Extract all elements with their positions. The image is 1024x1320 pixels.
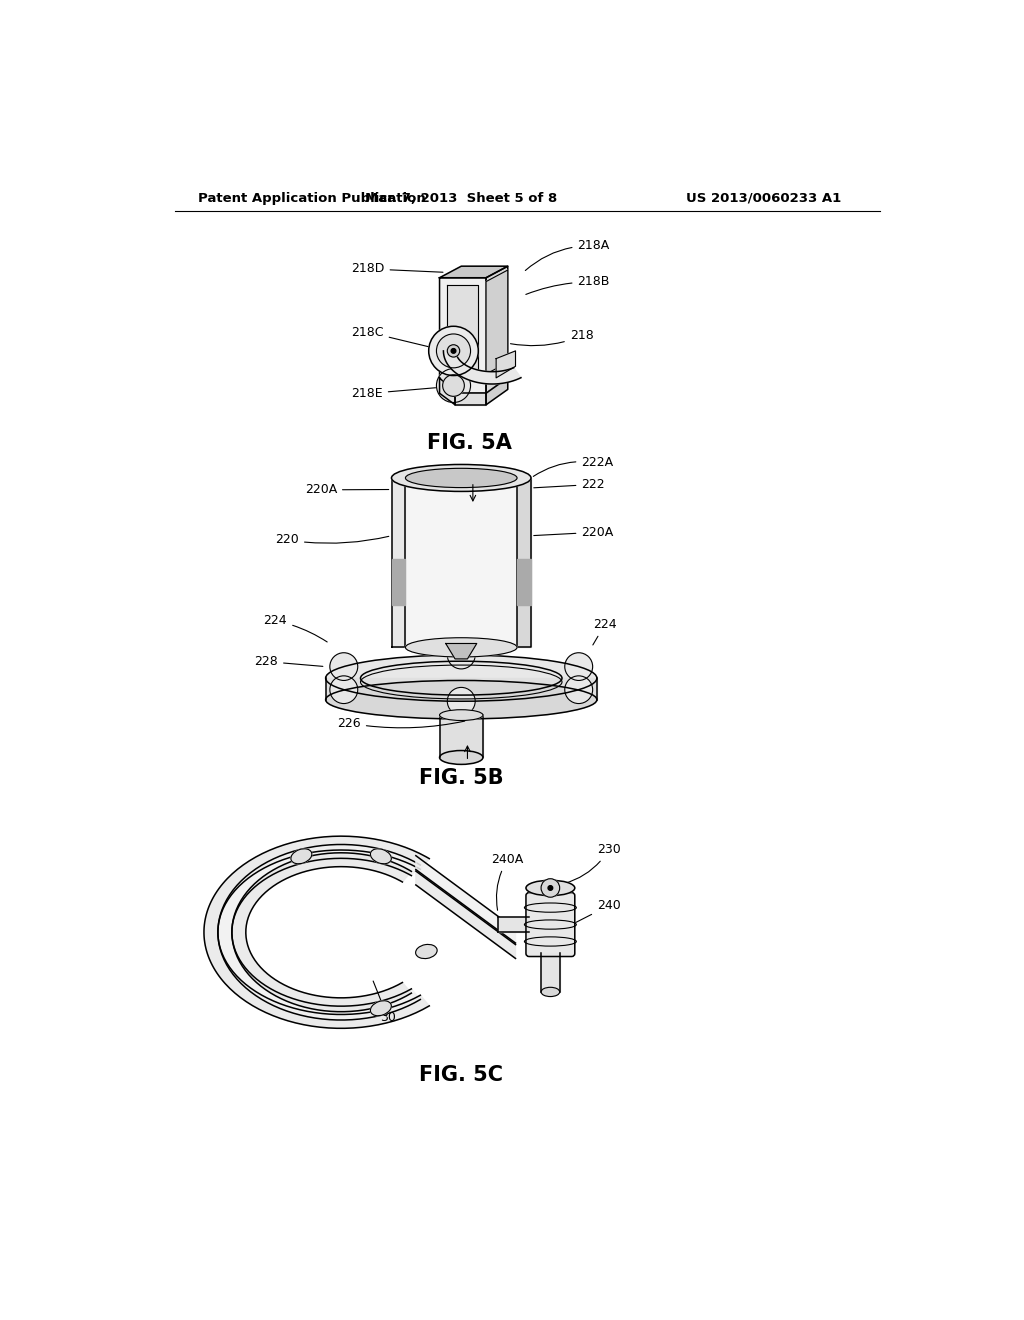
Text: 220A: 220A [534, 525, 613, 539]
Polygon shape [498, 917, 529, 932]
Ellipse shape [391, 465, 531, 491]
Polygon shape [391, 558, 406, 605]
Text: 218C: 218C [351, 326, 437, 348]
Text: 224: 224 [263, 614, 328, 642]
Ellipse shape [371, 849, 391, 863]
Text: 230: 230 [564, 843, 621, 883]
Text: Mar. 7, 2013  Sheet 5 of 8: Mar. 7, 2013 Sheet 5 of 8 [366, 191, 557, 205]
Circle shape [447, 345, 460, 358]
Circle shape [548, 886, 553, 890]
Text: FIG. 5A: FIG. 5A [427, 433, 511, 453]
Circle shape [447, 688, 475, 715]
Circle shape [541, 879, 560, 898]
Text: 218: 218 [511, 330, 594, 346]
Circle shape [436, 334, 471, 368]
Polygon shape [541, 953, 560, 991]
Text: 224: 224 [593, 618, 616, 645]
Polygon shape [445, 644, 477, 659]
Ellipse shape [439, 710, 483, 721]
Circle shape [565, 676, 593, 704]
Text: 218B: 218B [526, 276, 610, 294]
Text: FIG. 5B: FIG. 5B [419, 768, 504, 788]
FancyBboxPatch shape [526, 892, 574, 957]
Circle shape [565, 653, 593, 681]
Text: 30: 30 [373, 981, 395, 1024]
Text: 220A: 220A [305, 483, 389, 496]
Polygon shape [447, 285, 478, 370]
Polygon shape [517, 558, 531, 605]
Polygon shape [496, 351, 515, 378]
Text: 218E: 218E [351, 385, 459, 400]
Circle shape [436, 368, 471, 403]
Polygon shape [486, 271, 508, 374]
Polygon shape [416, 871, 515, 958]
Circle shape [447, 642, 475, 669]
Ellipse shape [416, 944, 437, 958]
Polygon shape [406, 478, 517, 647]
Ellipse shape [326, 681, 597, 719]
Polygon shape [486, 378, 508, 405]
Text: US 2013/0060233 A1: US 2013/0060233 A1 [686, 191, 842, 205]
Ellipse shape [526, 880, 574, 896]
Ellipse shape [541, 987, 560, 997]
Polygon shape [416, 855, 515, 942]
Ellipse shape [326, 655, 597, 701]
Ellipse shape [406, 638, 517, 657]
Text: 222: 222 [534, 478, 605, 491]
Polygon shape [439, 277, 486, 393]
Text: 240: 240 [574, 899, 621, 923]
Ellipse shape [371, 1001, 391, 1015]
Polygon shape [391, 478, 406, 647]
Ellipse shape [406, 469, 517, 487]
Polygon shape [204, 836, 429, 1028]
Polygon shape [486, 267, 508, 393]
Text: 220: 220 [275, 533, 389, 546]
Polygon shape [455, 393, 486, 405]
Polygon shape [326, 678, 597, 700]
Circle shape [330, 653, 357, 681]
Text: 222A: 222A [534, 457, 613, 477]
Text: 218D: 218D [351, 263, 443, 276]
Polygon shape [218, 845, 420, 1020]
Text: 240A: 240A [492, 853, 524, 911]
Polygon shape [439, 267, 508, 277]
Polygon shape [439, 715, 483, 758]
Text: 218A: 218A [525, 239, 609, 271]
Polygon shape [439, 378, 455, 405]
Text: Patent Application Publication: Patent Application Publication [198, 191, 426, 205]
Circle shape [442, 375, 464, 396]
Text: 226: 226 [337, 717, 465, 730]
Circle shape [452, 348, 456, 354]
Text: 228: 228 [254, 655, 323, 668]
Text: FIG. 5C: FIG. 5C [419, 1065, 503, 1085]
Polygon shape [517, 478, 531, 647]
Circle shape [429, 326, 478, 376]
Polygon shape [443, 351, 521, 384]
Ellipse shape [439, 751, 483, 764]
Circle shape [330, 676, 357, 704]
Polygon shape [231, 853, 412, 1011]
Ellipse shape [291, 849, 312, 863]
